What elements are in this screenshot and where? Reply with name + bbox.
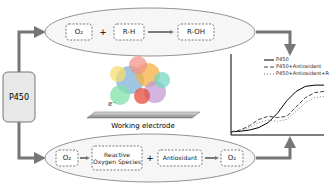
svg-text:O₂: O₂ (63, 154, 72, 162)
svg-text:O₂: O₂ (228, 154, 237, 162)
svg-text:Antioxidant: Antioxidant (163, 154, 198, 161)
svg-text:+: + (146, 153, 154, 163)
html-text:P450: P450 (276, 56, 289, 62)
html-text:P450+Antioxidant: P450+Antioxidant (276, 63, 322, 69)
svg-text:R-OH: R-OH (187, 28, 205, 36)
svg-text:e⁻: e⁻ (108, 100, 116, 108)
svg-text:Reactive: Reactive (104, 151, 130, 158)
svg-text:Oxygen Species: Oxygen Species (93, 158, 141, 166)
svg-text:R-H: R-H (123, 28, 135, 36)
svg-text:O₂: O₂ (75, 28, 84, 36)
svg-text:P450: P450 (9, 93, 29, 102)
svg-text:Working electrode: Working electrode (111, 122, 175, 130)
svg-text:+: + (99, 27, 107, 37)
